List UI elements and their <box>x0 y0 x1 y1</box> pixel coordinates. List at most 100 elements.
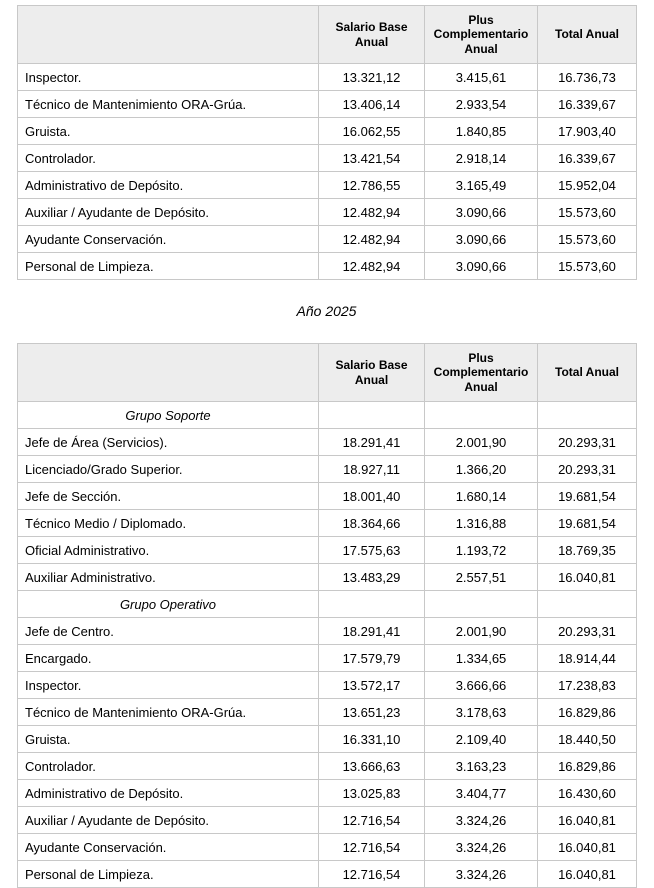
table-row: Técnico de Mantenimiento ORA-Grúa. 13.406… <box>17 90 637 118</box>
header-row: Salario Base Anual Plus Complementario A… <box>17 5 637 64</box>
header-salario-base: Salario Base Anual <box>318 5 425 64</box>
table-row: Controlador. 13.421,54 2.918,14 16.339,67 <box>17 144 637 172</box>
plus-complementario-cell: 1.334,65 <box>424 644 538 672</box>
total-anual-cell: 16.430,60 <box>537 779 637 807</box>
total-anual-cell: 16.040,81 <box>537 806 637 834</box>
total-anual-cell: 18.769,35 <box>537 536 637 564</box>
total-anual-cell: 15.952,04 <box>537 171 637 199</box>
row-label: Jefe de Sección. <box>17 482 319 510</box>
salario-base-cell <box>318 401 425 429</box>
table-header: Salario Base Anual Plus Complementario A… <box>17 343 637 402</box>
salario-base-cell: 12.482,94 <box>318 198 425 226</box>
header-row: Salario Base Anual Plus Complementario A… <box>17 343 637 402</box>
total-anual-cell: 17.903,40 <box>537 117 637 145</box>
table-row: Ayudante Conservación. 12.716,54 3.324,26 1… <box>17 833 637 861</box>
row-label: Auxiliar Administrativo. <box>17 563 319 591</box>
salario-base-cell: 12.716,54 <box>318 860 425 888</box>
row-label: Técnico Medio / Diplomado. <box>17 509 319 537</box>
table-row: Auxiliar / Ayudante de Depósito. 12.716,5… <box>17 806 637 834</box>
row-label: Licenciado/Grado Superior. <box>17 455 319 483</box>
group-label: Grupo Soporte <box>17 401 319 429</box>
table-body: Grupo Soporte Jefe de Área (Servicios). 18… <box>17 401 637 888</box>
salario-base-cell: 13.666,63 <box>318 752 425 780</box>
plus-complementario-cell: 2.001,90 <box>424 617 538 645</box>
total-anual-cell: 15.573,60 <box>537 225 637 253</box>
table-row: Personal de Limpieza. 12.482,94 3.090,66 15… <box>17 252 637 280</box>
plus-complementario-cell: 1.680,14 <box>424 482 538 510</box>
row-label: Gruista. <box>17 725 319 753</box>
plus-complementario-cell: 3.165,49 <box>424 171 538 199</box>
plus-complementario-cell: 3.324,26 <box>424 860 538 888</box>
row-label: Inspector. <box>17 63 319 91</box>
plus-complementario-cell: 3.163,23 <box>424 752 538 780</box>
header-plus-complementario: Plus Complementario Anual <box>424 343 538 402</box>
salario-base-cell: 13.321,12 <box>318 63 425 91</box>
plus-complementario-cell: 2.109,40 <box>424 725 538 753</box>
row-label: Gruista. <box>17 117 319 145</box>
salario-base-cell: 12.482,94 <box>318 252 425 280</box>
table-row: Controlador. 13.666,63 3.163,23 16.829,86 <box>17 752 637 780</box>
salary-table-2025: Salario Base Anual Plus Complementario A… <box>17 343 637 888</box>
table-row: Inspector. 13.321,12 3.415,61 16.736,73 <box>17 63 637 91</box>
salario-base-cell: 13.651,23 <box>318 698 425 726</box>
plus-complementario-cell: 1.840,85 <box>424 117 538 145</box>
plus-complementario-cell: 3.324,26 <box>424 833 538 861</box>
table-header: Salario Base Anual Plus Complementario A… <box>17 5 637 64</box>
total-anual-cell: 18.914,44 <box>537 644 637 672</box>
total-anual-cell: 15.573,60 <box>537 198 637 226</box>
row-label: Técnico de Mantenimiento ORA-Grúa. <box>17 698 319 726</box>
row-label: Oficial Administrativo. <box>17 536 319 564</box>
plus-complementario-cell <box>424 590 538 618</box>
table-row: Auxiliar Administrativo. 13.483,29 2.557,5… <box>17 563 637 591</box>
plus-complementario-cell: 3.404,77 <box>424 779 538 807</box>
total-anual-cell: 16.339,67 <box>537 144 637 172</box>
total-anual-cell: 20.293,31 <box>537 428 637 456</box>
total-anual-cell: 16.040,81 <box>537 563 637 591</box>
plus-complementario-cell: 3.178,63 <box>424 698 538 726</box>
table-row: Técnico de Mantenimiento ORA-Grúa. 13.651… <box>17 698 637 726</box>
plus-complementario-cell: 2.557,51 <box>424 563 538 591</box>
table-body: Inspector. 13.321,12 3.415,61 16.736,73 Técn… <box>17 63 637 280</box>
total-anual-cell: 20.293,31 <box>537 617 637 645</box>
plus-complementario-cell: 3.324,26 <box>424 806 538 834</box>
salario-base-cell: 18.364,66 <box>318 509 425 537</box>
total-anual-cell: 16.829,86 <box>537 698 637 726</box>
salario-base-cell: 13.483,29 <box>318 563 425 591</box>
table-row: Jefe de Área (Servicios). 18.291,41 2.001,… <box>17 428 637 456</box>
row-label: Ayudante Conservación. <box>17 225 319 253</box>
year-heading: Año 2025 <box>296 303 357 319</box>
table-row: Gruista. 16.062,55 1.840,85 17.903,40 <box>17 117 637 145</box>
salario-base-cell: 18.927,11 <box>318 455 425 483</box>
row-label: Administrativo de Depósito. <box>17 171 319 199</box>
salario-base-cell: 18.291,41 <box>318 428 425 456</box>
group-row: Grupo Operativo <box>17 590 637 618</box>
plus-complementario-cell: 3.090,66 <box>424 252 538 280</box>
row-label: Técnico de Mantenimiento ORA-Grúa. <box>17 90 319 118</box>
header-total-anual: Total Anual <box>537 343 637 402</box>
salario-base-cell: 12.786,55 <box>318 171 425 199</box>
total-anual-cell: 17.238,83 <box>537 671 637 699</box>
plus-complementario-cell <box>424 401 538 429</box>
salario-base-cell: 17.579,79 <box>318 644 425 672</box>
salario-base-cell: 12.716,54 <box>318 806 425 834</box>
total-anual-cell: 16.040,81 <box>537 860 637 888</box>
row-label: Administrativo de Depósito. <box>17 779 319 807</box>
salario-base-cell: 18.001,40 <box>318 482 425 510</box>
plus-complementario-cell: 1.193,72 <box>424 536 538 564</box>
plus-complementario-cell: 2.918,14 <box>424 144 538 172</box>
header-salario-base: Salario Base Anual <box>318 343 425 402</box>
table-row: Gruista. 16.331,10 2.109,40 18.440,50 <box>17 725 637 753</box>
row-label: Auxiliar / Ayudante de Depósito. <box>17 806 319 834</box>
row-label: Jefe de Área (Servicios). <box>17 428 319 456</box>
row-label: Jefe de Centro. <box>17 617 319 645</box>
total-anual-cell: 19.681,54 <box>537 509 637 537</box>
salario-base-cell: 13.421,54 <box>318 144 425 172</box>
plus-complementario-cell: 2.933,54 <box>424 90 538 118</box>
row-label: Ayudante Conservación. <box>17 833 319 861</box>
plus-complementario-cell: 3.415,61 <box>424 63 538 91</box>
total-anual-cell: 18.440,50 <box>537 725 637 753</box>
header-empty-cell <box>17 343 319 402</box>
table-row: Auxiliar / Ayudante de Depósito. 12.482,9… <box>17 198 637 226</box>
table-row: Ayudante Conservación. 12.482,94 3.090,66 1… <box>17 225 637 253</box>
